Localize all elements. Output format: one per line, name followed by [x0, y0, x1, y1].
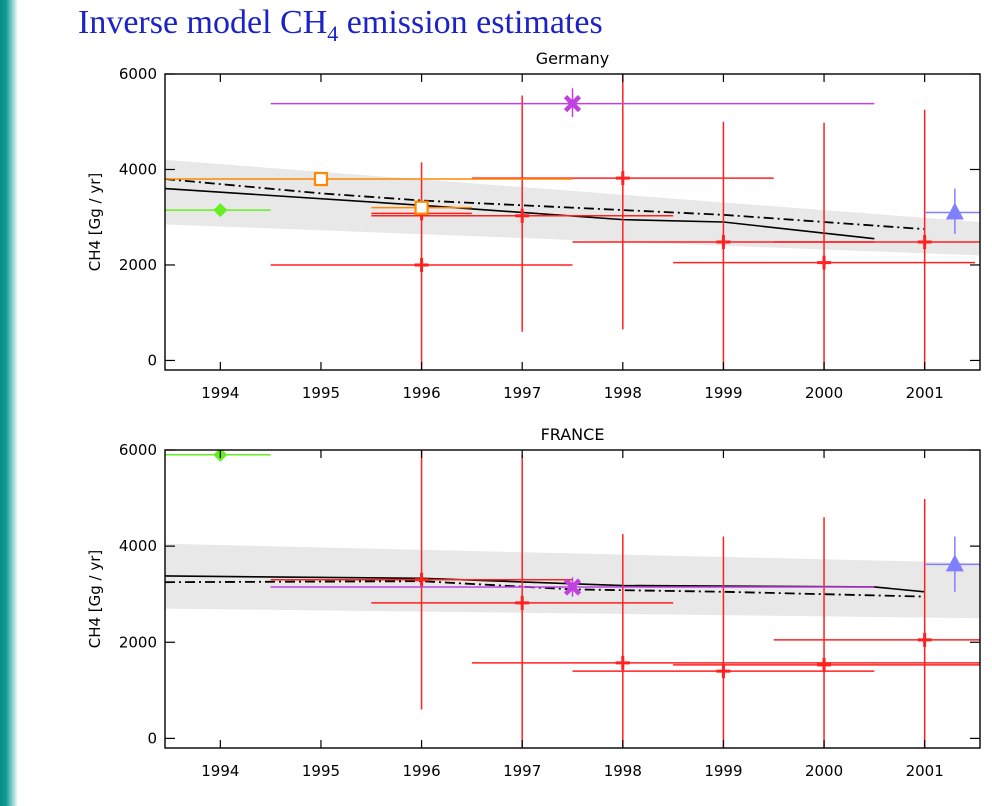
square-marker [313, 171, 329, 187]
y-tick-label: 4000 [119, 537, 157, 555]
data-point-red [773, 109, 980, 370]
plus-marker [615, 655, 630, 670]
x-tick-label: 1996 [402, 384, 440, 402]
triangle-marker [945, 554, 964, 572]
title-tail: emission estimates [338, 4, 603, 41]
x-tick-label: 2001 [906, 762, 944, 780]
square-marker [414, 200, 429, 215]
y-tick-label: 6000 [119, 65, 157, 83]
chart-panel-1: Germany 1994 1995 1996 1997 1998 1999 2000 2001 0… [86, 49, 981, 402]
y-tick-label: 2000 [119, 633, 157, 651]
plus-marker [515, 595, 530, 610]
x-tick-label: 1997 [503, 762, 541, 780]
data-point-red [471, 534, 980, 748]
data-point-red [673, 517, 980, 748]
plus-marker [817, 657, 832, 672]
x-tick-label: 2000 [805, 384, 843, 402]
plus-marker [414, 257, 429, 272]
x-tick-label: 1995 [302, 384, 340, 402]
plus-marker [716, 235, 731, 250]
plus-marker [515, 208, 530, 223]
plus-marker [716, 664, 731, 679]
triangle-marker [945, 202, 964, 220]
plus-marker [414, 572, 429, 587]
x-tick-label: 1996 [402, 762, 440, 780]
chart-panel-2: FRANCE 1994 1995 1996 1997 1998 1999 2000 2001 0 2… [86, 425, 981, 780]
data-point-blue [924, 188, 980, 234]
y-tick-label: 6000 [119, 441, 157, 459]
x-tick-label: 1997 [503, 384, 541, 402]
slide-title: Inverse model CH4 emission estimates [78, 4, 603, 47]
plus-marker [917, 632, 932, 647]
data-point-orange [165, 171, 573, 187]
y-tick-label: 0 [147, 351, 157, 369]
plus-marker [917, 235, 932, 250]
title-subscript: 4 [327, 20, 339, 46]
y-axis-label: CH4 [Gg / yr] [86, 550, 104, 649]
y-tick-label: 2000 [119, 256, 157, 274]
title-main: Inverse model CH [78, 4, 328, 41]
x-tick-label: 1999 [704, 762, 742, 780]
x-tick-label: 1999 [704, 384, 742, 402]
data-point-orange [371, 200, 472, 215]
plot-frame [164, 449, 981, 749]
x-tick-label: 2001 [906, 384, 944, 402]
diamond-marker [213, 203, 228, 218]
x-marker [563, 95, 582, 113]
chart-title: FRANCE [541, 425, 605, 444]
data-point-purple [270, 88, 875, 117]
y-axis-label: CH4 [Gg / yr] [86, 173, 104, 272]
x-tick-label: 1995 [302, 762, 340, 780]
chart-title: Germany [536, 49, 610, 68]
x-tick-label: 1998 [604, 762, 642, 780]
data-point-red [270, 450, 573, 710]
data-point-red [773, 499, 980, 748]
x-tick-label: 1998 [604, 384, 642, 402]
x-tick-label: 1994 [201, 384, 239, 402]
data-point-purple [270, 577, 875, 597]
y-tick-label: 0 [147, 729, 157, 747]
x-tick-label: 1994 [201, 762, 239, 780]
data-point-blue [924, 536, 980, 592]
x-tick-label: 2000 [805, 762, 843, 780]
plot-frame [164, 73, 981, 371]
x-marker [563, 578, 582, 596]
plus-marker [817, 255, 832, 270]
plus-marker [615, 171, 630, 186]
y-tick-label: 4000 [119, 160, 157, 178]
data-point-green [165, 203, 271, 218]
